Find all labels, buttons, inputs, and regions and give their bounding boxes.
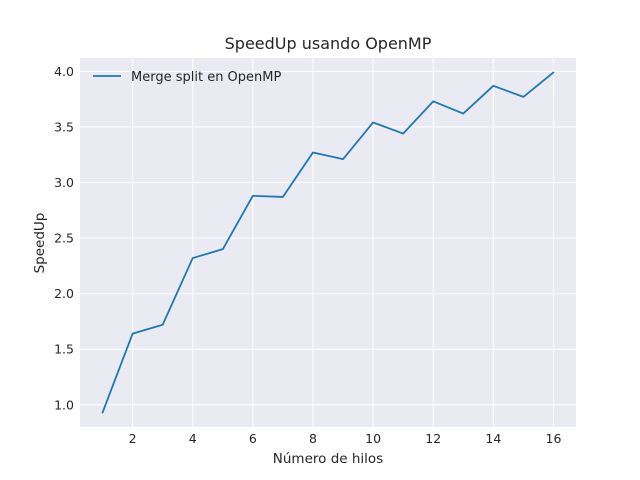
y-tick-labels: 1.0 1.5 2.0 2.5 3.0 3.5 4.0: [54, 64, 74, 412]
x-tick-label: 10: [365, 431, 381, 446]
y-tick-label: 1.5: [54, 342, 74, 357]
y-tick-label: 2.5: [54, 231, 74, 246]
x-tick-label: 2: [129, 431, 137, 446]
x-tick-labels: 2 4 6 8 10 12 14 16: [129, 431, 562, 446]
y-tick-label: 4.0: [54, 64, 74, 79]
x-tick-label: 16: [546, 431, 562, 446]
y-tick-label: 3.0: [54, 175, 74, 190]
y-tick-label: 3.5: [54, 119, 74, 134]
x-tick-label: 6: [249, 431, 257, 446]
legend: Merge split en OpenMP: [93, 70, 281, 85]
chart-title: SpeedUp usando OpenMP: [225, 34, 432, 53]
x-tick-label: 12: [425, 431, 441, 446]
y-axis-label: SpeedUp: [32, 213, 48, 274]
x-tick-label: 8: [309, 431, 317, 446]
y-tick-label: 1.0: [54, 397, 74, 412]
grid-lines: [80, 58, 576, 427]
plot-background: [80, 58, 576, 427]
legend-label: Merge split en OpenMP: [131, 70, 281, 85]
x-tick-label: 4: [189, 431, 197, 446]
x-tick-label: 14: [485, 431, 501, 446]
x-axis-label: Número de hilos: [273, 451, 383, 467]
series-layer: [101, 71, 555, 414]
y-tick-label: 2.0: [54, 286, 74, 301]
series-line: [101, 71, 555, 414]
